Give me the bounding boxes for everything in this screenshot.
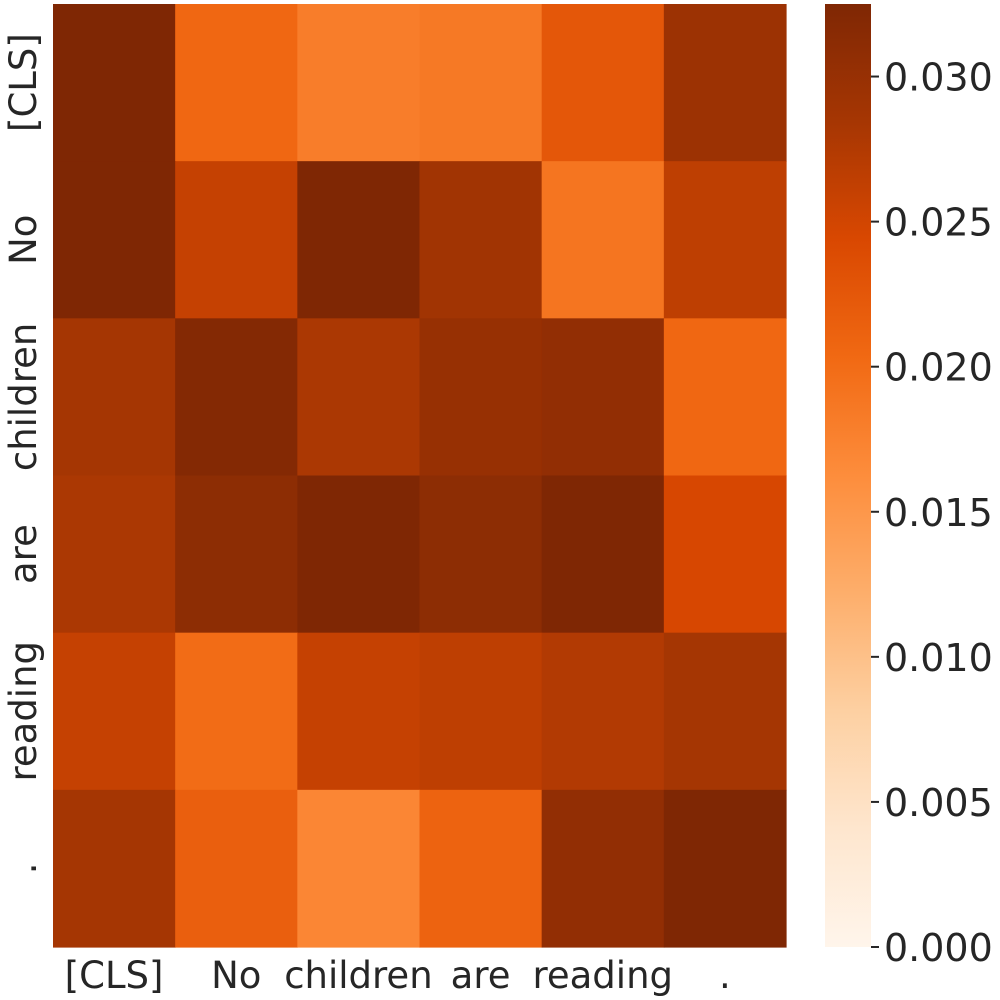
- heatmap-cell-r5-c1: [175, 789, 298, 948]
- x-tick-label: reading: [532, 954, 673, 997]
- y-axis-tick-labels: [CLS] No children are reading.: [2, 33, 45, 874]
- y-tick-label: children: [2, 323, 45, 471]
- colorbar-tick-label: 0.000: [884, 926, 993, 970]
- heatmap-cell-r4-c2: [297, 632, 421, 791]
- heatmap-cell-r5-c0: [53, 789, 176, 948]
- colorbar-tick-label: 0.025: [884, 201, 993, 245]
- heatmap-cell-r1-c2: [297, 161, 421, 319]
- heatmap-cell-r1-c3: [419, 161, 543, 319]
- colorbar-gradient: [825, 4, 871, 947]
- heatmap-cell-r0-c0: [53, 4, 176, 162]
- x-tick-label: [CLS]: [65, 954, 164, 997]
- heatmap-cell-r3-c3: [419, 475, 543, 634]
- heatmap-cell-r4-c3: [419, 632, 543, 791]
- heatmap-cell-r2-c4: [541, 318, 665, 477]
- x-tick-label: children: [284, 954, 432, 997]
- heatmap-cells: [53, 4, 787, 948]
- heatmap-cell-r3-c4: [541, 475, 665, 634]
- y-tick-label: are: [2, 524, 45, 584]
- colorbar-tick-label: 0.005: [884, 781, 993, 825]
- y-tick-label: [CLS]: [2, 33, 45, 132]
- colorbar-ticks: 0.000 0.005 0.010 0.015 0.020 0.025 0.030: [871, 56, 993, 970]
- heatmap-cell-r2-c5: [663, 318, 787, 477]
- colorbar-tick-label: 0.010: [884, 636, 993, 680]
- y-tick-label: reading: [2, 641, 45, 782]
- heatmap-cell-r4-c5: [663, 632, 787, 791]
- colorbar-tick-label: 0.030: [884, 56, 993, 100]
- heatmap-cell-r3-c0: [53, 475, 176, 634]
- x-tick-label: No: [211, 954, 261, 997]
- heatmap-cell-r1-c1: [175, 161, 298, 319]
- colorbar-tick-label: 0.020: [884, 346, 993, 390]
- heatmap-cell-r1-c4: [541, 161, 665, 319]
- heatmap-cell-r2-c2: [297, 318, 421, 477]
- heatmap-cell-r4-c4: [541, 632, 665, 791]
- heatmap-cell-r4-c0: [53, 632, 176, 791]
- heatmap-cell-r4-c1: [175, 632, 298, 791]
- heatmap-cell-r0-c1: [175, 4, 298, 162]
- heatmap-cell-r5-c2: [297, 789, 421, 948]
- y-tick-label: .: [2, 863, 45, 875]
- x-tick-label: .: [719, 954, 731, 997]
- heatmap-cell-r0-c2: [297, 4, 421, 162]
- y-tick-label: No: [2, 215, 45, 265]
- heatmap-cell-r1-c5: [663, 161, 787, 319]
- heatmap-cell-r0-c5: [663, 4, 787, 162]
- heatmap-cell-r2-c1: [175, 318, 298, 477]
- heatmap-cell-r0-c4: [541, 4, 665, 162]
- colorbar: [825, 4, 871, 947]
- x-axis-tick-labels: [CLS] No children are reading.: [65, 954, 731, 997]
- x-tick-label: are: [451, 954, 511, 997]
- heatmap-cell-r2-c3: [419, 318, 543, 477]
- heatmap-cell-r3-c1: [175, 475, 298, 634]
- heatmap-cell-r5-c4: [541, 789, 665, 948]
- heatmap-cell-r1-c0: [53, 161, 176, 319]
- heatmap-cell-r3-c2: [297, 475, 421, 634]
- heatmap-cell-r5-c5: [663, 789, 787, 948]
- heatmap-cell-r2-c0: [53, 318, 176, 477]
- heatmap-cell-r0-c3: [419, 4, 543, 162]
- heatmap-cell-r3-c5: [663, 475, 787, 634]
- heatmap-cell-r5-c3: [419, 789, 543, 948]
- colorbar-tick-label: 0.015: [884, 491, 993, 535]
